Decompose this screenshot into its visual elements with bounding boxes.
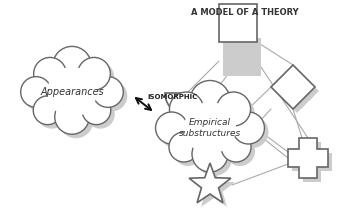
Polygon shape xyxy=(189,163,231,203)
Circle shape xyxy=(82,61,114,94)
Polygon shape xyxy=(165,93,209,115)
Polygon shape xyxy=(193,167,235,207)
Circle shape xyxy=(78,57,110,90)
Circle shape xyxy=(55,100,89,134)
Polygon shape xyxy=(288,138,328,178)
Circle shape xyxy=(221,132,251,162)
Circle shape xyxy=(59,104,93,138)
Circle shape xyxy=(25,81,55,111)
Text: A MODEL OF A THEORY: A MODEL OF A THEORY xyxy=(191,8,299,17)
Circle shape xyxy=(194,84,234,124)
Circle shape xyxy=(173,136,203,166)
Circle shape xyxy=(190,80,230,120)
Text: iSOMORPHIC: iSOMORPHIC xyxy=(148,94,198,100)
Circle shape xyxy=(37,100,66,129)
Circle shape xyxy=(236,116,269,148)
Circle shape xyxy=(53,46,91,85)
Text: Empirical
substructures: Empirical substructures xyxy=(179,118,241,138)
Polygon shape xyxy=(271,65,315,109)
Circle shape xyxy=(159,116,191,148)
Circle shape xyxy=(196,140,232,176)
Circle shape xyxy=(34,57,66,90)
Circle shape xyxy=(33,96,62,125)
Text: Appearances: Appearances xyxy=(40,87,104,97)
Circle shape xyxy=(82,96,111,125)
Circle shape xyxy=(92,77,123,107)
Circle shape xyxy=(184,102,236,154)
Circle shape xyxy=(156,112,188,144)
Circle shape xyxy=(169,132,199,162)
Circle shape xyxy=(233,112,265,144)
Circle shape xyxy=(52,72,100,120)
Circle shape xyxy=(21,77,51,107)
Circle shape xyxy=(192,136,228,172)
Circle shape xyxy=(38,61,70,94)
Circle shape xyxy=(169,92,203,126)
Circle shape xyxy=(86,100,115,129)
Circle shape xyxy=(189,107,239,157)
Circle shape xyxy=(221,96,255,130)
Polygon shape xyxy=(275,69,319,113)
Circle shape xyxy=(217,92,251,126)
Bar xyxy=(219,4,257,42)
Circle shape xyxy=(97,81,127,111)
Polygon shape xyxy=(292,142,332,182)
Bar xyxy=(223,38,261,76)
Circle shape xyxy=(57,50,95,89)
Circle shape xyxy=(47,67,97,117)
Circle shape xyxy=(225,136,255,166)
Circle shape xyxy=(173,96,207,130)
